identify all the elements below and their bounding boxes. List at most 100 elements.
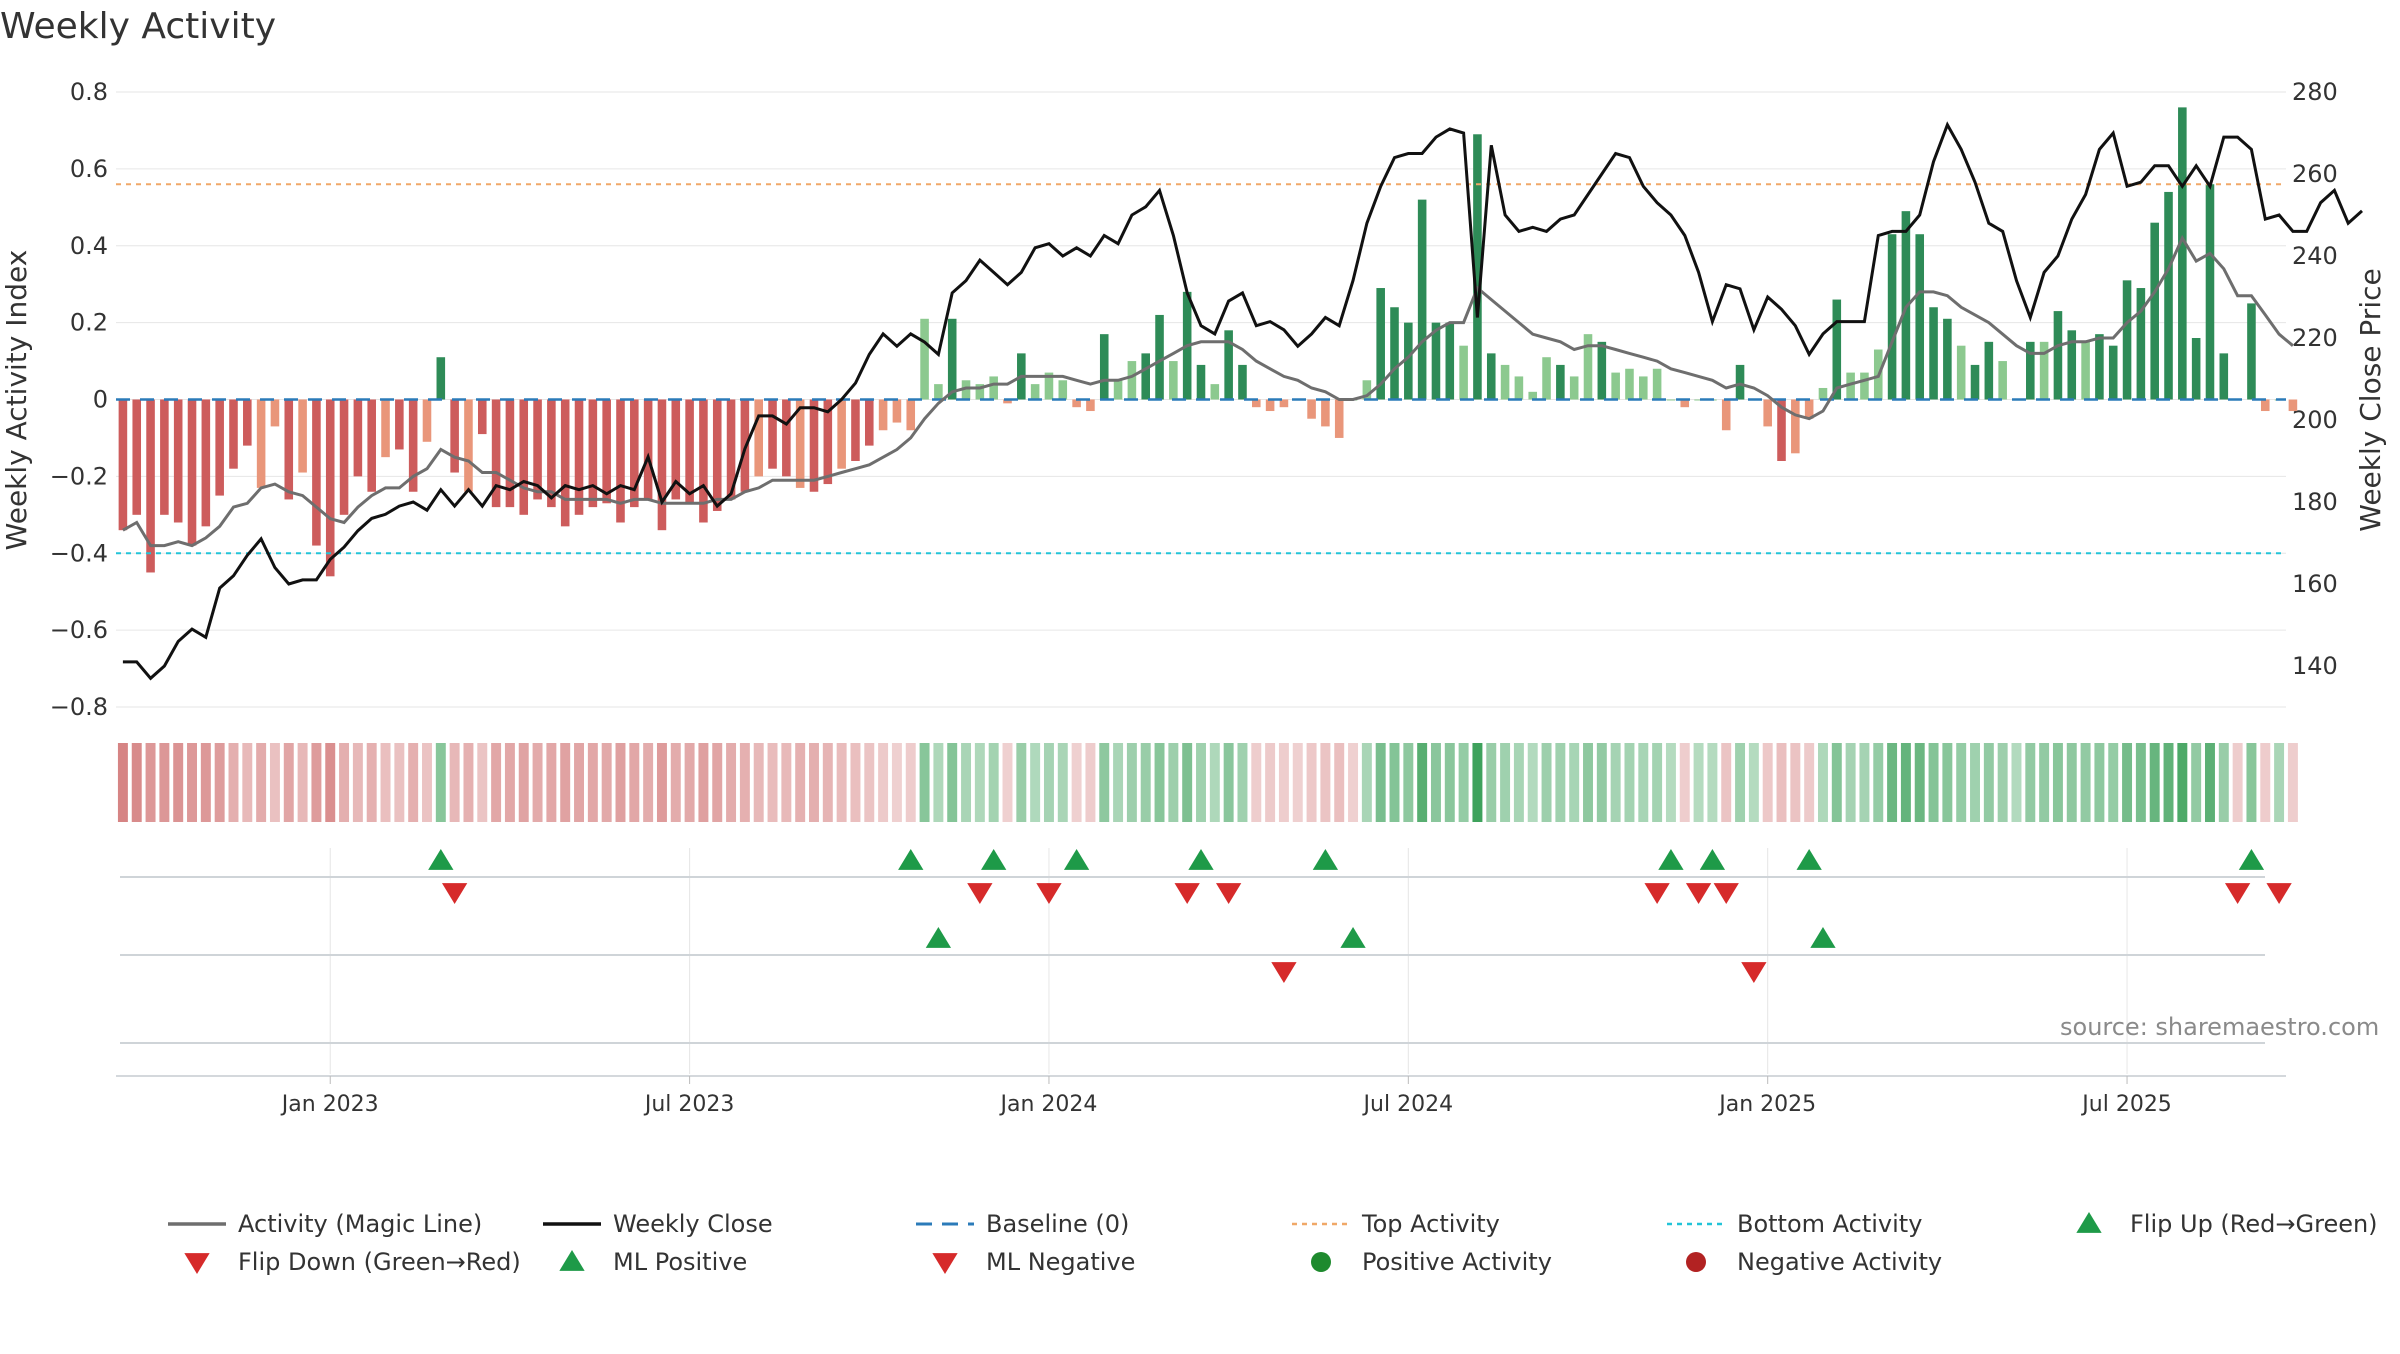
week-shade-cell xyxy=(463,743,474,822)
activity-bar xyxy=(270,399,280,427)
week-shade-cell xyxy=(1970,743,1980,822)
activity-bar xyxy=(2164,191,2173,400)
week-shade-cell xyxy=(1652,743,1663,822)
week-shade-cell xyxy=(670,743,681,822)
week-shade-cell xyxy=(1596,743,1607,822)
activity-bar xyxy=(173,399,183,523)
activity-bar xyxy=(2288,399,2298,412)
activity-bar xyxy=(560,399,570,527)
activity-bar xyxy=(2191,338,2201,400)
activity-bar xyxy=(1860,372,1869,400)
week-shade-cell xyxy=(422,743,432,822)
week-shade-cell xyxy=(2163,743,2174,822)
week-shade-cell xyxy=(1417,743,1428,822)
week-shade-cell xyxy=(1817,743,1828,822)
week-shade-cell xyxy=(1997,743,2008,822)
activity-bar xyxy=(339,399,349,515)
week-shade-cell xyxy=(1859,743,1870,822)
week-shade-cell xyxy=(1500,743,1511,822)
activity-bar xyxy=(851,399,860,461)
week-shade-cell xyxy=(435,743,446,822)
legend-label: Baseline (0) xyxy=(986,1210,1129,1238)
week-shade-cell xyxy=(2287,743,2298,822)
week-shade-cell xyxy=(214,743,225,822)
y-left-tick-label: 0.2 xyxy=(70,309,108,337)
week-shade-cell xyxy=(518,743,529,822)
activity-bar xyxy=(2136,288,2146,400)
activity-bar xyxy=(657,399,667,531)
week-shade-cell xyxy=(256,743,267,822)
activity-bar xyxy=(312,399,321,546)
week-shade-cell xyxy=(477,743,488,822)
week-shade-cell xyxy=(739,743,750,822)
flip-up-marker xyxy=(1796,849,1822,870)
week-shade-cell xyxy=(1182,743,1193,822)
activity-bar xyxy=(519,399,529,515)
activity-bar xyxy=(630,399,639,508)
week-shade-cell xyxy=(1196,743,1206,822)
week-shade-cell xyxy=(1002,743,1013,822)
flip-down-marker xyxy=(2266,883,2292,904)
week-shade-cell xyxy=(988,743,999,822)
week-shade-cell xyxy=(1071,743,1082,822)
week-shade-cell xyxy=(1389,743,1400,822)
activity-bar xyxy=(2205,184,2215,400)
activity-bar xyxy=(367,399,376,492)
activity-bar xyxy=(422,399,432,442)
x-tick-label: Jan 2023 xyxy=(280,1092,379,1117)
y-left-tick-label: 0.4 xyxy=(70,232,108,260)
activity-bar xyxy=(920,318,929,400)
week-shade-cell xyxy=(643,743,654,822)
flip-up-marker xyxy=(1658,849,1684,870)
chart-title: Weekly Activity xyxy=(0,6,277,47)
week-shade-cell xyxy=(726,743,737,822)
activity-bar xyxy=(1058,380,1068,400)
activity-bar xyxy=(436,357,446,400)
week-shade-cell xyxy=(1375,743,1386,822)
week-shade-cell xyxy=(1983,743,1994,822)
flip-up-marker xyxy=(1699,849,1726,870)
week-shade-cell xyxy=(1610,743,1621,822)
activity-bar xyxy=(1943,318,1952,400)
week-shade-cell xyxy=(1430,743,1441,822)
activity-bar xyxy=(1556,364,1565,400)
flip-down-marker xyxy=(1713,883,1739,904)
activity-bar xyxy=(837,399,846,469)
activity-bar xyxy=(1417,199,1427,400)
week-shade-cell xyxy=(366,743,377,822)
activity-bar xyxy=(187,399,197,546)
activity-bar xyxy=(1210,384,1220,400)
activity-bar xyxy=(1334,399,1344,438)
activity-bar xyxy=(2067,330,2077,400)
activity-bar xyxy=(1459,345,1468,400)
week-shade-cell xyxy=(1555,743,1566,822)
week-shade-cell xyxy=(1306,743,1317,822)
activity-bar xyxy=(1583,334,1593,400)
week-shade-cell xyxy=(1043,743,1054,822)
week-shade-cell xyxy=(2149,743,2160,822)
activity-bar xyxy=(1970,364,1980,400)
week-shade-cell xyxy=(1679,743,1690,822)
activity-bar xyxy=(699,399,708,523)
week-shade-cell xyxy=(339,743,350,822)
activity-bar xyxy=(809,399,819,492)
flip-down-marker xyxy=(967,883,993,904)
activity-bar xyxy=(1030,384,1040,400)
ml-positive-marker xyxy=(1810,927,1836,948)
y-right-tick-label: 140 xyxy=(2292,652,2338,680)
legend-label: ML Negative xyxy=(986,1248,1135,1276)
week-shade-cell xyxy=(283,743,294,822)
week-shade-cell xyxy=(1541,743,1552,822)
activity-bar xyxy=(201,399,211,527)
activity-bar xyxy=(961,380,971,400)
week-shade-cell xyxy=(1873,743,1884,822)
week-shade-cell xyxy=(1472,743,1483,822)
activity-bar xyxy=(243,399,252,446)
legend-label: ML Positive xyxy=(613,1248,747,1276)
week-shade-cell xyxy=(1790,743,1801,822)
activity-bar xyxy=(1694,399,1703,401)
activity-bar xyxy=(1998,361,2007,400)
x-tick-label: Jul 2024 xyxy=(1362,1092,1454,1117)
activity-bar xyxy=(160,399,169,515)
activity-bar xyxy=(1113,380,1123,400)
